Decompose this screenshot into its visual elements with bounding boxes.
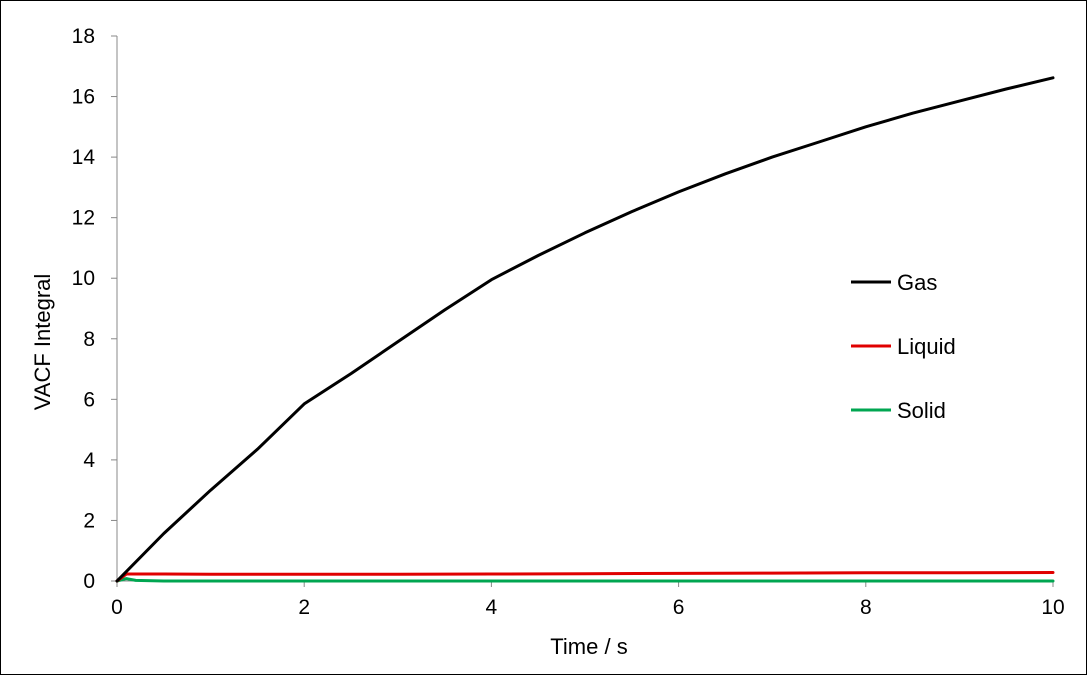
series-line-gas <box>115 76 1055 583</box>
x-tick-label: 2 <box>298 596 310 619</box>
series-lines <box>115 76 1055 583</box>
y-tick-label: 16 <box>72 86 95 109</box>
x-tick-label: 6 <box>673 596 685 619</box>
y-tick-label: 0 <box>83 570 95 593</box>
legend-label-solid: Solid <box>897 398 946 423</box>
x-tick-label: 10 <box>1041 596 1064 619</box>
y-axis-title: VACF Integral <box>30 274 55 411</box>
series-line-solid <box>115 577 1055 583</box>
x-tick-label: 0 <box>111 596 123 619</box>
legend: Gas Liquid Solid <box>851 270 956 423</box>
y-tick-label: 2 <box>83 509 95 532</box>
x-axis-title: Time / s <box>550 634 627 659</box>
y-tick-label: 10 <box>72 267 95 290</box>
legend-label-liquid: Liquid <box>897 334 956 359</box>
y-tick-label: 4 <box>83 449 95 472</box>
y-tick-label: 6 <box>83 388 95 411</box>
y-tick-label: 8 <box>83 328 95 351</box>
y-tick-label: 12 <box>72 207 95 230</box>
legend-label-gas: Gas <box>897 270 937 295</box>
x-tick-label: 4 <box>486 596 498 619</box>
series-line-liquid <box>115 571 1055 583</box>
axes: 0 2 4 6 8 10 12 14 16 18 0 2 4 6 8 10 <box>72 25 1065 619</box>
x-tick-label: 8 <box>860 596 872 619</box>
y-tick-label: 18 <box>72 25 95 48</box>
y-tick-label: 14 <box>72 146 96 169</box>
